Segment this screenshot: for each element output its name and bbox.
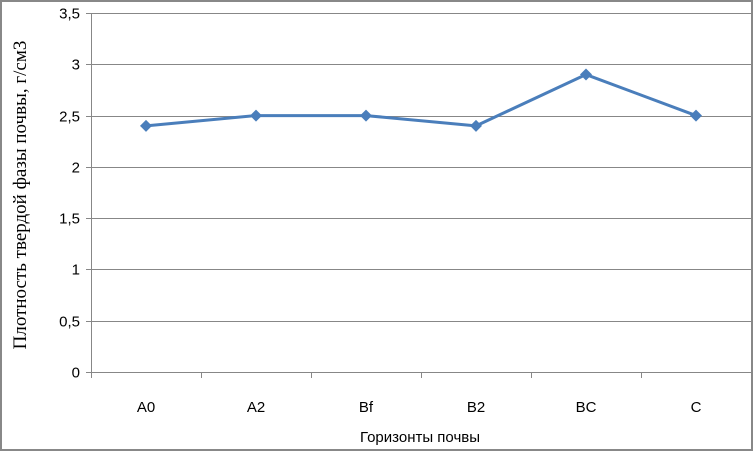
y-tick-label: 3 <box>72 57 80 74</box>
x-axis-label: Горизонты почвы <box>360 429 480 446</box>
x-tick-label: C <box>691 399 702 416</box>
x-tick-label: BC <box>576 399 597 416</box>
data-point-marker <box>690 109 702 122</box>
data-point-marker <box>140 119 152 132</box>
y-tick-label: 2 <box>72 160 80 177</box>
y-tick-label: 1 <box>72 262 80 279</box>
x-tick-label: A2 <box>247 399 265 416</box>
x-tick-label: B2 <box>467 399 485 416</box>
y-tick-label: 0,5 <box>59 314 80 331</box>
x-tick-label: A0 <box>137 399 155 416</box>
y-tick-label: 0 <box>72 365 80 382</box>
series-line <box>145 73 697 128</box>
y-axis-label: Плотность твердой фазы почвы, г/см3 <box>10 41 31 350</box>
data-point-marker <box>470 119 482 132</box>
x-tick-label: Bf <box>359 399 374 416</box>
data-point-marker <box>250 109 262 122</box>
data-point-marker <box>360 109 372 122</box>
data-point-marker <box>580 68 592 81</box>
y-tick-label: 1,5 <box>59 211 80 228</box>
y-tick-label: 3,5 <box>59 6 80 23</box>
y-tick-label: 2,5 <box>59 109 80 126</box>
